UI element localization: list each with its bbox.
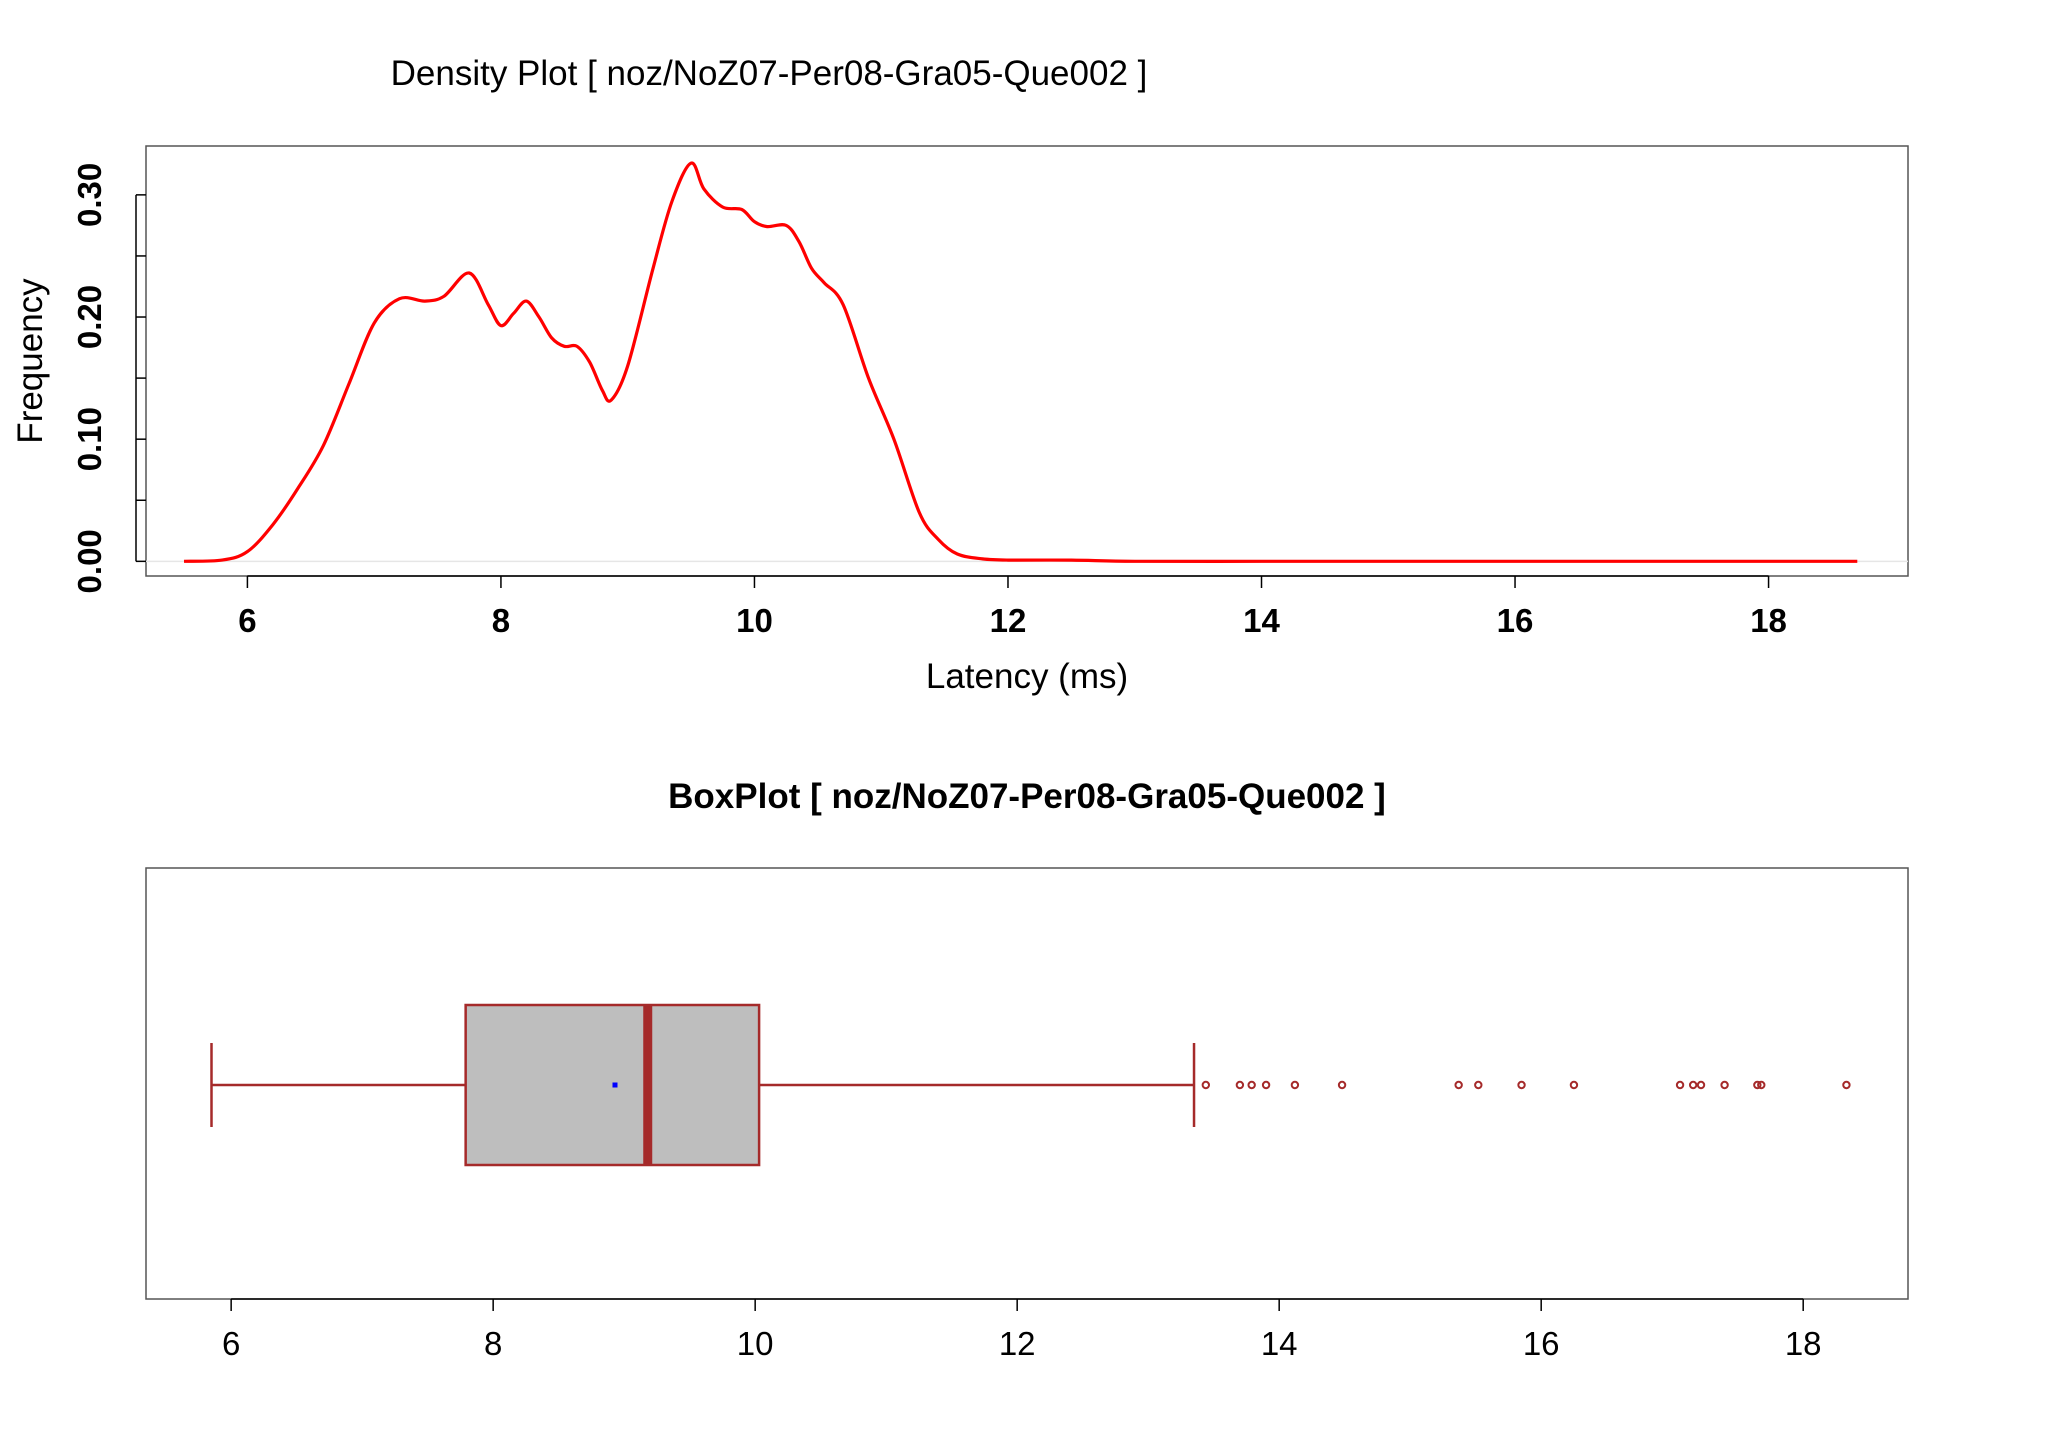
boxplot-x-tick-label: 8 — [484, 1325, 502, 1362]
boxplot-x-tick-label: 14 — [1261, 1325, 1298, 1362]
boxplot-outlier-point — [1696, 1080, 1706, 1090]
boxplot-outlier-point — [1720, 1080, 1729, 1090]
density-x-tick-label: 14 — [1243, 602, 1280, 639]
boxplot-outlier-point — [1675, 1080, 1685, 1090]
boxplot-outlier-point — [1261, 1080, 1271, 1090]
boxplot-outlier-point — [1757, 1080, 1766, 1090]
density-x-tick-label: 8 — [492, 602, 510, 639]
boxplot-x-tick-label: 18 — [1785, 1325, 1822, 1362]
boxplot-outlier-point — [1290, 1080, 1300, 1090]
density-y-tick-label: 0.20 — [71, 285, 108, 349]
boxplot-outlier-point — [1247, 1080, 1256, 1090]
boxplot-x-tick-label: 6 — [222, 1325, 240, 1362]
density-curve — [183, 161, 1858, 563]
boxplot-outlier-point — [1842, 1080, 1851, 1090]
density-x-tick-label: 10 — [736, 602, 773, 639]
boxplot-outlier-point — [1569, 1080, 1579, 1090]
density-x-tick-label: 6 — [238, 602, 256, 639]
boxplot-box — [464, 1003, 761, 1167]
density-x-axis: 6 8 10 12 14 16 18 — [238, 575, 1787, 639]
boxplot-outlier-point — [1337, 1080, 1347, 1090]
density-x-tick-label: 18 — [1750, 602, 1787, 639]
density-y-tick-label: 0.10 — [71, 407, 108, 471]
boxplot-outlier-point — [1688, 1080, 1698, 1090]
boxplot-mean-marker — [612, 1082, 618, 1088]
density-title: Density Plot [ noz/NoZ07-Per08-Gra05-Que… — [391, 54, 1148, 93]
boxplot-x-tick-label: 16 — [1523, 1325, 1560, 1362]
boxplot-outlier-point — [1517, 1080, 1526, 1090]
boxplot-outlier-point — [1235, 1080, 1245, 1090]
boxplot-title: BoxPlot [ noz/NoZ07-Per08-Gra05-Que002 ] — [668, 777, 1386, 816]
density-y-label: Frequency — [11, 278, 50, 444]
density-x-label: Latency (ms) — [926, 657, 1128, 696]
density-y-axis: 0.00 0.10 0.20 0.30 — [71, 163, 146, 593]
boxplot-outlier-point — [1454, 1080, 1463, 1090]
density-x-tick-label: 12 — [990, 602, 1027, 639]
boxplot-x-tick-label: 10 — [737, 1325, 774, 1362]
density-plot-frame — [145, 145, 1909, 577]
boxplot-frame — [145, 867, 1909, 1300]
boxplot-outlier-point — [1201, 1080, 1211, 1090]
density-x-tick-label: 16 — [1497, 602, 1534, 639]
boxplot-x-axis: 6 8 10 12 14 16 18 — [222, 1298, 1822, 1362]
density-y-tick-label: 0.30 — [71, 163, 108, 227]
density-y-tick-label: 0.00 — [71, 529, 108, 593]
boxplot-marks — [210, 1003, 1851, 1167]
boxplot-outlier-point — [1474, 1080, 1483, 1090]
boxplot-outlier-point — [1753, 1080, 1762, 1090]
boxplot-x-tick-label: 12 — [999, 1325, 1036, 1362]
